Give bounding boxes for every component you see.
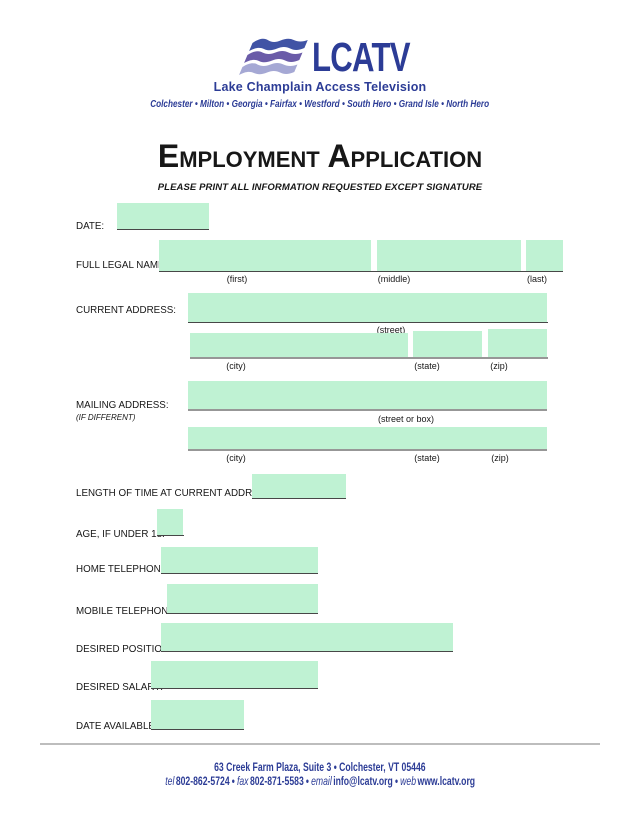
page-title: Employment Application: [157, 138, 483, 174]
first-name-caption: (first): [226, 274, 248, 284]
mobile-telephone-input[interactable]: [167, 584, 318, 613]
current-address-label: CURRENT ADDRESS:: [76, 305, 176, 316]
desired-salary-label: DESIRED SALARY:: [76, 682, 163, 693]
mailing-city-state-zip-input[interactable]: [188, 427, 547, 449]
tel-label: tel: [165, 774, 175, 788]
current-street-caption: (street): [376, 325, 406, 335]
date-input[interactable]: [117, 203, 209, 229]
home-telephone-label: HOME TELEPHONE:: [76, 564, 170, 575]
date-available-label: DATE AVAILABLE:: [76, 721, 158, 732]
mailing-zip-caption: (zip): [491, 453, 509, 463]
full-name-underline: [159, 271, 563, 272]
current-city-row-underline: [190, 357, 548, 359]
mailing-street-input[interactable]: [188, 381, 547, 409]
logo-text: LCATV: [312, 34, 411, 80]
current-state-caption: (state): [414, 361, 440, 371]
footer-divider: [40, 743, 600, 745]
length-of-time-underline: [252, 498, 346, 499]
mobile-telephone-underline: [167, 613, 318, 614]
current-street-underline: [188, 322, 548, 323]
home-telephone-input[interactable]: [161, 547, 318, 573]
web-label: web: [400, 774, 416, 788]
age-label: AGE, IF UNDER 18:: [76, 529, 165, 540]
lcatv-waves-logo-icon: [236, 37, 310, 82]
tel-number: 802-862-5724: [175, 774, 230, 788]
separator-dot: •: [394, 774, 398, 788]
service-towns-line: Colchester • Milton • Georgia • Fairfax …: [0, 99, 640, 110]
date-label: DATE:: [76, 221, 105, 232]
separator-dot: •: [305, 774, 309, 788]
length-of-time-input[interactable]: [252, 474, 346, 498]
date-available-input[interactable]: [151, 700, 244, 729]
desired-position-input[interactable]: [161, 623, 453, 651]
middle-name-input[interactable]: [377, 240, 521, 271]
web-address: www.lcatv.org: [417, 774, 475, 788]
fax-number: 802-871-5583: [249, 774, 304, 788]
current-zip-caption: (zip): [490, 361, 508, 371]
mailing-street-caption: (street or box): [377, 414, 435, 424]
current-state-input[interactable]: [413, 331, 482, 357]
separator-dot: •: [231, 774, 235, 788]
email-address: info@lcatv.org: [333, 774, 393, 788]
current-city-input[interactable]: [190, 333, 408, 357]
fax-label: fax: [236, 774, 249, 788]
footer-address-text: 63 Creek Farm Plaza, Suite 3 • Colcheste…: [214, 760, 426, 774]
full-legal-name-label: FULL LEGAL NAME:: [76, 260, 168, 271]
instructions-line: PLEASE PRINT ALL INFORMATION REQUESTED E…: [157, 182, 483, 193]
desired-position-label: DESIRED POSITION:: [76, 644, 172, 655]
mailing-city-row-underline: [188, 449, 547, 451]
desired-salary-input[interactable]: [151, 661, 318, 688]
middle-name-caption: (middle): [377, 274, 411, 284]
date-available-underline: [151, 729, 244, 730]
first-name-input[interactable]: [159, 240, 371, 271]
last-name-input[interactable]: [526, 240, 563, 271]
mobile-telephone-label: MOBILE TELEPHONE:: [76, 606, 178, 617]
mailing-state-caption: (state): [414, 453, 440, 463]
date-underline: [117, 229, 209, 230]
mailing-address-label: MAILING ADDRESS:: [76, 400, 169, 411]
current-zip-input[interactable]: [488, 329, 547, 357]
footer-contact-line: tel802-862-5724 • fax802-871-5583 • emailinf…: [0, 774, 640, 788]
length-of-time-label: LENGTH OF TIME AT CURRENT ADDRESS:: [76, 488, 275, 499]
current-city-caption: (city): [226, 361, 246, 371]
service-towns-text: Colchester • Milton • Georgia • Fairfax …: [150, 99, 490, 110]
footer-address-line: 63 Creek Farm Plaza, Suite 3 • Colcheste…: [0, 760, 640, 774]
email-label: email: [310, 774, 332, 788]
desired-salary-underline: [151, 688, 318, 689]
current-street-input[interactable]: [188, 293, 547, 322]
lcatv-logo-wordmark: LCATV: [312, 37, 441, 78]
mailing-street-underline: [188, 409, 547, 411]
age-input[interactable]: [157, 509, 183, 535]
logo-subtitle: Lake Champlain Access Television: [213, 80, 427, 94]
home-telephone-underline: [161, 573, 318, 574]
last-name-caption: (last): [527, 274, 547, 284]
footer-contact-text: tel802-862-5724 • fax802-871-5583 • emailinf…: [165, 774, 475, 788]
mailing-city-caption: (city): [226, 453, 246, 463]
desired-position-underline: [161, 651, 453, 652]
age-underline: [157, 535, 184, 536]
mailing-address-sublabel: (IF DIFFERENT): [76, 413, 136, 422]
